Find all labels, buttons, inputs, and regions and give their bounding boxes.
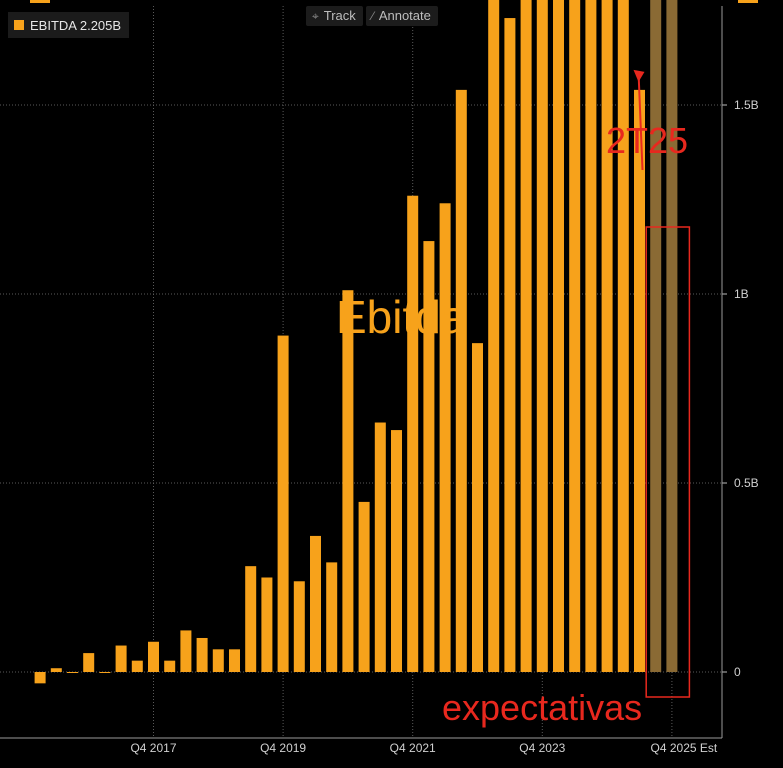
legend-swatch xyxy=(14,20,24,30)
annotate-button[interactable]: ⁄ Annotate xyxy=(365,6,438,26)
ebitda-bar xyxy=(83,653,95,672)
x-tick-label: Q4 2019 xyxy=(260,741,306,755)
ebitda-bar xyxy=(50,668,62,672)
estimate-bar xyxy=(666,0,678,672)
ebitda-bar xyxy=(488,0,500,672)
legend[interactable]: EBITDA 2.205B xyxy=(8,12,130,38)
ebitda-bar xyxy=(212,649,224,672)
y-tick-label: 1B xyxy=(734,287,749,301)
arrow-line xyxy=(637,71,644,171)
legend-label: EBITDA 2.205B xyxy=(30,17,122,33)
chart-toolbar: ⌖ Track ⁄ Annotate xyxy=(306,6,438,26)
ebitda-bar xyxy=(310,535,321,672)
ebitda-bar xyxy=(536,0,548,672)
ebitda-bar xyxy=(472,343,483,672)
ebitda-bar xyxy=(277,335,289,672)
ebitda-bar xyxy=(358,501,370,672)
ebitda-annotation: Ebitda xyxy=(336,291,467,343)
x-tick-label: Q4 2017 xyxy=(130,741,176,755)
ebitda-bar xyxy=(115,645,127,672)
y-tick-label: 1.5B xyxy=(734,98,759,112)
ebitda-bar xyxy=(99,672,111,673)
x-tick-label: Q4 2023 xyxy=(519,741,565,755)
ebitda-bar xyxy=(391,430,402,672)
quarter-marker-label: 2T25 xyxy=(606,120,688,161)
y-tick-label: 0 xyxy=(734,665,741,679)
crosshair-icon: ⌖ xyxy=(312,9,319,23)
ebitda-bar xyxy=(520,0,532,672)
ebitda-bar xyxy=(439,203,451,672)
ebitda-bar xyxy=(407,195,419,672)
bars xyxy=(34,0,678,684)
ebitda-bar xyxy=(131,660,143,672)
ebitda-bar xyxy=(455,89,467,672)
ebitda-bar xyxy=(245,566,257,672)
ebitda-bar xyxy=(229,649,240,672)
ebitda-bar xyxy=(634,89,645,672)
ebitda-bar xyxy=(423,241,435,672)
ebitda-bar xyxy=(326,562,338,672)
ebitda-bar xyxy=(148,641,159,672)
expectations-label: expectativas xyxy=(442,687,642,728)
ebitda-bar xyxy=(504,18,516,673)
ebitda-bar xyxy=(164,660,176,672)
ebitda-bar xyxy=(180,630,192,672)
x-tick-label: Q4 2021 xyxy=(390,741,436,755)
arrow-head xyxy=(633,69,645,82)
x-tick-label: Q4 2025 Est xyxy=(651,741,718,755)
annotate-label: Annotate xyxy=(378,8,431,23)
ebitda-bar xyxy=(261,577,273,672)
ebitda-bar xyxy=(196,637,208,672)
top-edge-mark-right xyxy=(738,0,758,3)
ebitda-bar xyxy=(374,422,386,672)
ebitda-bar xyxy=(67,672,78,673)
top-edge-mark-left xyxy=(30,0,50,3)
ebitda-bar xyxy=(293,581,305,672)
pen-icon: ⁄ xyxy=(371,9,374,23)
track-button[interactable]: ⌖ Track xyxy=(306,6,363,26)
ebitda-bar xyxy=(585,0,597,673)
ebitda-bar xyxy=(34,672,46,684)
estimate-bar xyxy=(650,0,662,673)
annotations: Ebitda 2T25 expectativas xyxy=(336,69,691,728)
ebitda-bar xyxy=(617,0,629,672)
ebitda-bar xyxy=(601,0,613,672)
ebitda-bar xyxy=(342,290,354,672)
estimate-box xyxy=(645,226,691,698)
ebitda-bar xyxy=(553,0,564,673)
ebitda-bar xyxy=(569,0,581,672)
track-label: Track xyxy=(323,8,356,23)
y-tick-label: 0.5B xyxy=(734,476,759,490)
